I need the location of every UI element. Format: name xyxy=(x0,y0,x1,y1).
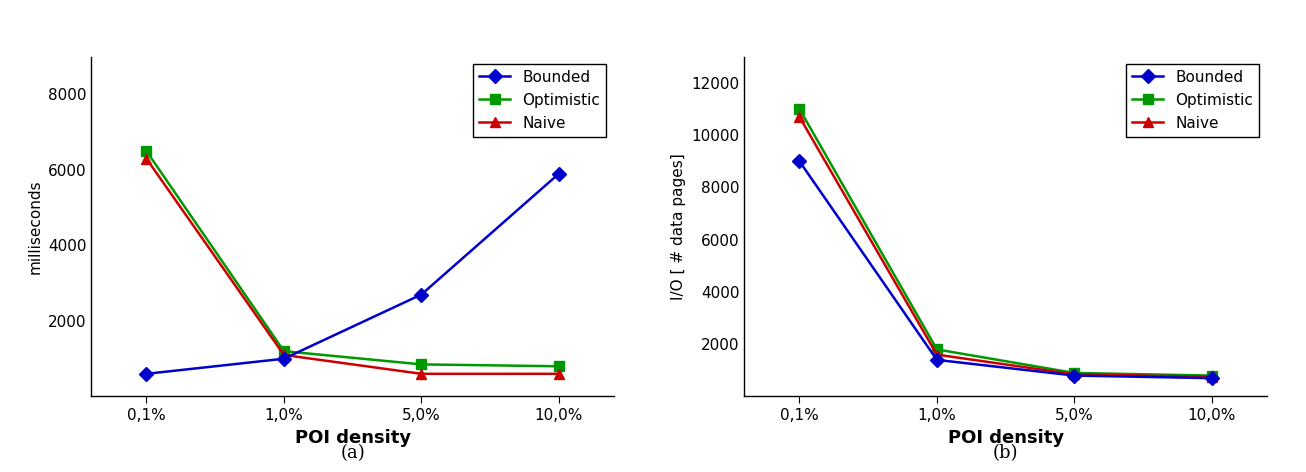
Naive xyxy=(1204,374,1220,379)
Bounded xyxy=(138,371,154,377)
Line: Naive: Naive xyxy=(141,154,564,379)
Optimistic xyxy=(1204,373,1220,379)
Text: (a): (a) xyxy=(341,445,364,463)
Optimistic xyxy=(551,363,567,369)
Optimistic xyxy=(929,346,944,352)
Legend: Bounded, Optimistic, Naive: Bounded, Optimistic, Naive xyxy=(1126,64,1259,137)
Bounded xyxy=(1204,375,1220,381)
Bounded xyxy=(791,159,807,164)
Line: Optimistic: Optimistic xyxy=(794,104,1217,380)
Y-axis label: I/O [ # data pages]: I/O [ # data pages] xyxy=(671,153,686,300)
Optimistic xyxy=(414,362,430,367)
Optimistic xyxy=(1067,370,1083,376)
Naive xyxy=(1067,371,1083,377)
Bounded xyxy=(414,292,430,297)
Bounded xyxy=(1067,373,1083,379)
Optimistic xyxy=(138,148,154,154)
Optimistic xyxy=(276,348,291,354)
Bounded xyxy=(929,357,944,362)
Naive xyxy=(138,156,154,161)
Naive xyxy=(929,352,944,357)
Text: (b): (b) xyxy=(993,445,1019,463)
Optimistic xyxy=(791,106,807,112)
X-axis label: POI density: POI density xyxy=(295,429,410,447)
Bounded xyxy=(276,356,291,362)
Naive xyxy=(414,371,430,377)
Legend: Bounded, Optimistic, Naive: Bounded, Optimistic, Naive xyxy=(473,64,606,137)
Naive xyxy=(551,371,567,377)
Line: Bounded: Bounded xyxy=(141,169,564,379)
Line: Optimistic: Optimistic xyxy=(141,146,564,371)
Naive xyxy=(276,352,291,358)
Y-axis label: milliseconds: milliseconds xyxy=(27,179,42,274)
Line: Naive: Naive xyxy=(794,112,1217,382)
Naive xyxy=(791,114,807,119)
Bounded xyxy=(551,171,567,177)
X-axis label: POI density: POI density xyxy=(948,429,1063,447)
Line: Bounded: Bounded xyxy=(794,156,1217,383)
